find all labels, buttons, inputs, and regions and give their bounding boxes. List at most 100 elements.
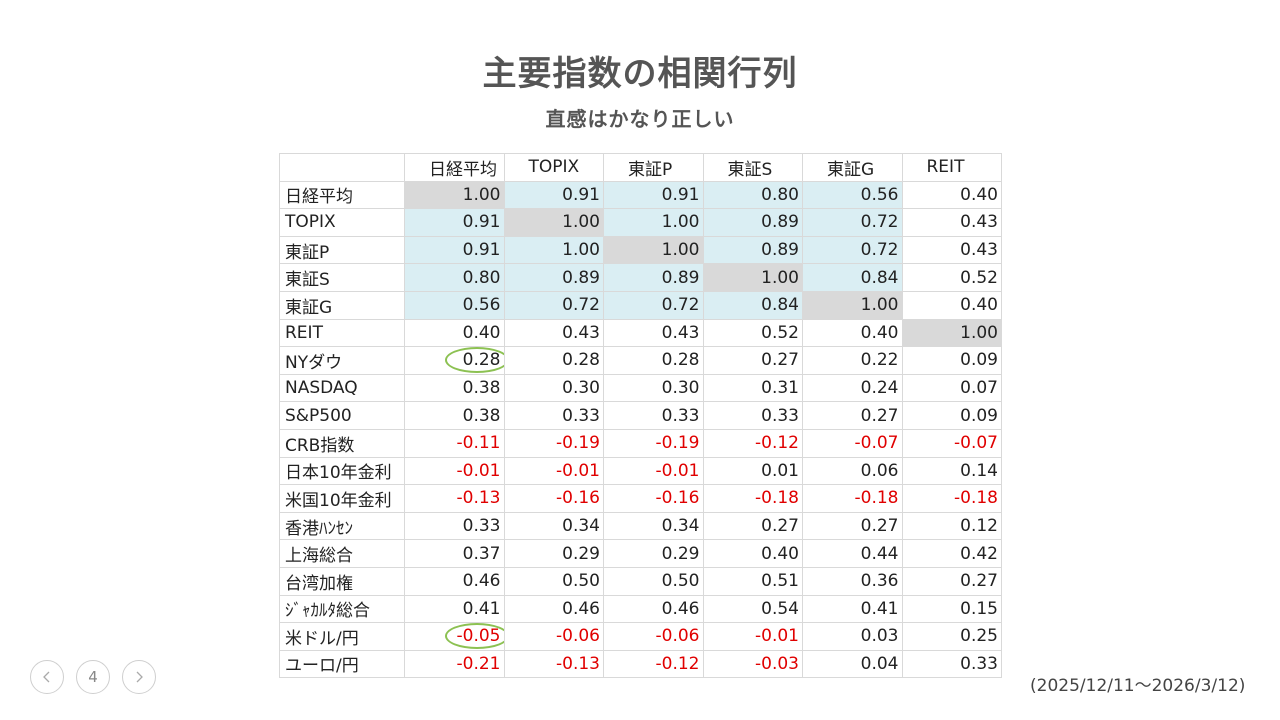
correlation-cell: 0.27 xyxy=(901,566,1002,596)
correlation-value: 0.80 xyxy=(462,267,501,288)
correlation-value: 0.89 xyxy=(761,240,799,261)
column-header: 東証G xyxy=(802,153,903,182)
correlation-cell: 0.37 xyxy=(404,539,505,568)
correlation-cell: -0.18 xyxy=(802,484,903,513)
correlation-cell: 0.40 xyxy=(404,318,505,348)
column-header: 東証P xyxy=(603,153,704,182)
correlation-value: 0.24 xyxy=(860,378,899,399)
correlation-value: 0.46 xyxy=(462,571,501,592)
correlation-cell: 1.00 xyxy=(404,180,505,210)
correlation-cell: -0.12 xyxy=(702,428,803,458)
correlation-cell: -0.11 xyxy=(404,428,505,458)
correlation-value: 0.36 xyxy=(860,571,899,592)
row-label: 台湾加権 xyxy=(279,566,405,596)
correlation-value: 0.91 xyxy=(462,212,501,233)
correlation-cell: 0.51 xyxy=(702,566,803,596)
table-row: 台湾加権 0.46 0.50 0.50 0.51 0.36 0.27 xyxy=(279,566,1002,596)
correlation-cell: 0.33 xyxy=(404,511,505,541)
correlation-value: 0.15 xyxy=(960,598,998,619)
table-row: 日経平均 1.00 0.91 0.91 0.80 0.56 0.40 xyxy=(279,180,1002,210)
correlation-cell: -0.07 xyxy=(901,428,1002,458)
correlation-cell: 0.27 xyxy=(802,511,903,541)
correlation-cell: 0.43 xyxy=(503,318,604,348)
correlation-cell: 0.46 xyxy=(503,594,604,624)
correlation-cell: 0.09 xyxy=(901,346,1002,375)
correlation-value: -0.06 xyxy=(655,626,700,647)
correlation-value: 0.06 xyxy=(860,460,899,481)
correlation-cell: 0.41 xyxy=(404,594,505,624)
correlation-cell: -0.05 xyxy=(404,622,505,651)
page-indicator: 4 xyxy=(76,660,110,694)
correlation-value: -0.11 xyxy=(456,433,501,454)
correlation-value: 0.91 xyxy=(462,240,501,261)
correlation-value: 1.00 xyxy=(761,267,799,288)
correlation-value: 1.00 xyxy=(960,322,998,343)
prev-page-button[interactable] xyxy=(30,660,64,694)
row-label: 米国10年金利 xyxy=(279,484,405,513)
correlation-cell: 1.00 xyxy=(603,235,704,265)
correlation-value: -0.07 xyxy=(854,433,899,454)
table-row: 東証G 0.56 0.72 0.72 0.84 1.00 0.40 xyxy=(279,290,1002,320)
correlation-cell: -0.06 xyxy=(503,622,604,651)
correlation-cell: 0.84 xyxy=(702,290,803,320)
correlation-value: 0.31 xyxy=(761,378,799,399)
table-row: S&P500 0.38 0.33 0.33 0.33 0.27 0.09 xyxy=(279,401,1002,430)
correlation-cell: 0.72 xyxy=(802,208,903,237)
page-subtitle: 直感はかなり正しい xyxy=(545,107,735,131)
correlation-value: 1.00 xyxy=(661,212,700,233)
correlation-value: -0.01 xyxy=(755,626,799,647)
table-header-row: 日経平均 TOPIX 東証P 東証S 東証G REIT xyxy=(279,153,1002,182)
correlation-cell: 0.56 xyxy=(802,180,903,210)
correlation-cell: 0.25 xyxy=(901,622,1002,651)
correlation-cell: -0.03 xyxy=(702,649,803,679)
correlation-cell: 0.22 xyxy=(802,346,903,375)
row-label: 日経平均 xyxy=(279,180,405,210)
correlation-value: 0.72 xyxy=(661,295,700,316)
correlation-cell: 1.00 xyxy=(503,208,604,237)
correlation-cell: 0.27 xyxy=(702,346,803,375)
row-label: REIT xyxy=(279,318,405,348)
correlation-value: 0.54 xyxy=(761,598,799,619)
correlation-value: 0.03 xyxy=(860,626,899,647)
date-range: (2025/12/11〜2026/3/12) xyxy=(1030,676,1246,696)
correlation-value: -0.16 xyxy=(655,488,700,509)
correlation-cell: 0.43 xyxy=(901,208,1002,237)
correlation-cell: 0.50 xyxy=(503,566,604,596)
correlation-value: 0.51 xyxy=(761,571,799,592)
correlation-cell: 0.27 xyxy=(802,401,903,430)
correlation-cell: 0.33 xyxy=(702,401,803,430)
correlation-value: 0.37 xyxy=(462,543,501,564)
correlation-cell: 0.38 xyxy=(404,401,505,430)
correlation-value: 0.46 xyxy=(661,598,700,619)
correlation-cell: 0.36 xyxy=(802,566,903,596)
next-page-button[interactable] xyxy=(122,660,156,694)
table-row: REIT 0.40 0.43 0.43 0.52 0.40 1.00 xyxy=(279,318,1002,348)
chevron-left-icon xyxy=(43,671,50,683)
correlation-value: 0.27 xyxy=(860,516,899,537)
correlation-value: -0.16 xyxy=(556,488,600,509)
correlation-cell: 0.40 xyxy=(901,180,1002,210)
correlation-value: 0.40 xyxy=(960,184,998,205)
correlation-cell: 1.00 xyxy=(702,263,803,292)
correlation-value: 0.30 xyxy=(562,378,600,399)
column-header: REIT xyxy=(901,153,1002,182)
correlation-cell: -0.16 xyxy=(603,484,704,513)
correlation-value: 1.00 xyxy=(562,240,600,261)
correlation-value: 0.34 xyxy=(661,516,700,537)
correlation-value: 0.40 xyxy=(761,543,799,564)
correlation-value: -0.18 xyxy=(954,488,998,509)
correlation-cell: 0.42 xyxy=(901,539,1002,568)
correlation-value: 0.43 xyxy=(562,322,600,343)
correlation-cell: 0.01 xyxy=(702,456,803,486)
correlation-cell: 0.91 xyxy=(603,180,704,210)
correlation-value: 0.84 xyxy=(761,295,799,316)
correlation-value: 0.01 xyxy=(761,460,799,481)
correlation-cell: 0.89 xyxy=(702,208,803,237)
correlation-cell: 0.33 xyxy=(603,401,704,430)
correlation-value: 0.84 xyxy=(860,267,899,288)
correlation-value: 0.41 xyxy=(860,598,899,619)
correlation-value: 0.14 xyxy=(960,460,998,481)
correlation-value: 0.04 xyxy=(860,653,899,674)
correlation-value: -0.18 xyxy=(854,488,899,509)
correlation-value: 0.28 xyxy=(462,350,501,371)
